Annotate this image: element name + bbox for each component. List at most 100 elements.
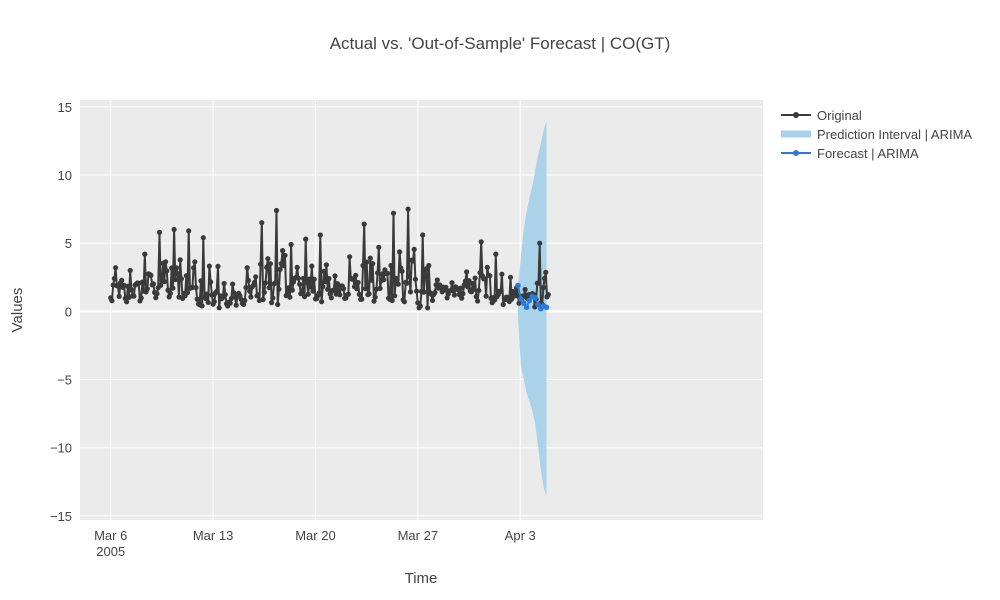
forecast-point (520, 300, 527, 307)
original-point (331, 287, 337, 293)
original-point (493, 251, 499, 257)
original-point (425, 305, 431, 311)
original-point (305, 291, 311, 297)
original-point (295, 275, 301, 281)
original-point (262, 280, 269, 286)
original-point (407, 289, 414, 295)
legend-label: Prediction Interval | ARIMA (817, 127, 972, 142)
original-point (414, 288, 420, 294)
original-point (317, 232, 323, 238)
original-point (347, 254, 353, 260)
original-point (199, 303, 205, 309)
original-point (478, 239, 484, 245)
original-point (537, 240, 543, 246)
chart-title: Actual vs. 'Out-of-Sample' Forecast | CO… (330, 34, 671, 53)
original-point (310, 288, 316, 294)
original-point (326, 275, 332, 282)
legend: Original Prediction Interval | ARIMA Forec… (781, 108, 972, 161)
original-point (482, 276, 488, 282)
original-point (466, 278, 472, 284)
original-point (214, 288, 220, 294)
original-point (507, 274, 514, 280)
original-point (221, 280, 227, 287)
original-point (204, 291, 210, 297)
original-point (353, 272, 359, 278)
original-point (192, 259, 198, 265)
original-point (170, 285, 176, 291)
original-point (216, 305, 222, 311)
original-point (375, 270, 381, 276)
original-point (144, 286, 150, 292)
original-point (247, 288, 253, 294)
original-point (316, 290, 322, 296)
original-point (158, 282, 164, 288)
original-point (280, 248, 286, 254)
original-point (297, 281, 303, 287)
original-point (376, 244, 382, 250)
original-point (360, 262, 366, 269)
original-point (328, 295, 334, 301)
original-point (500, 301, 506, 308)
original-point (161, 279, 167, 285)
original-point (275, 301, 281, 308)
original-point (244, 265, 250, 271)
original-point (412, 276, 418, 282)
original-point (281, 263, 287, 269)
original-point (173, 265, 180, 271)
original-point (142, 251, 148, 257)
x-tick-label: Mar 20 (295, 528, 335, 543)
original-point (258, 261, 264, 267)
original-point (284, 290, 290, 296)
original-point (251, 279, 258, 285)
y-tick-label: −5 (57, 373, 72, 388)
original-point (119, 277, 125, 283)
original-point (499, 271, 505, 277)
original-point (404, 280, 410, 286)
original-point (288, 241, 294, 248)
original-point (264, 264, 270, 270)
plot-background (80, 100, 763, 520)
original-point (345, 291, 351, 297)
original-point (156, 229, 163, 235)
original-point (306, 276, 312, 282)
prediction-interval-layer (518, 120, 547, 497)
original-point (334, 281, 340, 287)
original-point (384, 270, 390, 276)
original-point (390, 210, 397, 216)
original-point (364, 259, 370, 265)
original-point (444, 295, 450, 301)
original-point (109, 298, 115, 304)
forecast-point (523, 304, 530, 311)
y-tick-label: −10 (50, 441, 72, 456)
original-point (397, 249, 403, 255)
original-point (311, 276, 317, 282)
original-point (194, 296, 200, 302)
original-point (451, 292, 457, 298)
x-tick-label: Mar 13 (193, 528, 233, 543)
original-point (356, 291, 362, 297)
original-point (186, 228, 192, 234)
original-point (231, 290, 237, 296)
x-axis-title: Time (405, 570, 438, 587)
original-point (116, 293, 122, 299)
original-point (167, 290, 173, 296)
original-point (245, 277, 251, 284)
original-point (359, 296, 365, 302)
original-point (177, 257, 183, 263)
original-point (484, 264, 490, 270)
original-point (299, 289, 305, 295)
original-point (261, 289, 267, 295)
original-point (540, 285, 547, 291)
original-point (322, 279, 328, 285)
original-point (265, 256, 271, 262)
original-point (287, 294, 293, 300)
original-series-layer (108, 206, 551, 311)
original-point (432, 289, 438, 296)
original-point (184, 290, 191, 296)
original-point (148, 272, 154, 278)
original-point (457, 285, 464, 291)
original-point (389, 297, 395, 304)
original-point (131, 293, 137, 299)
original-point (321, 268, 327, 274)
